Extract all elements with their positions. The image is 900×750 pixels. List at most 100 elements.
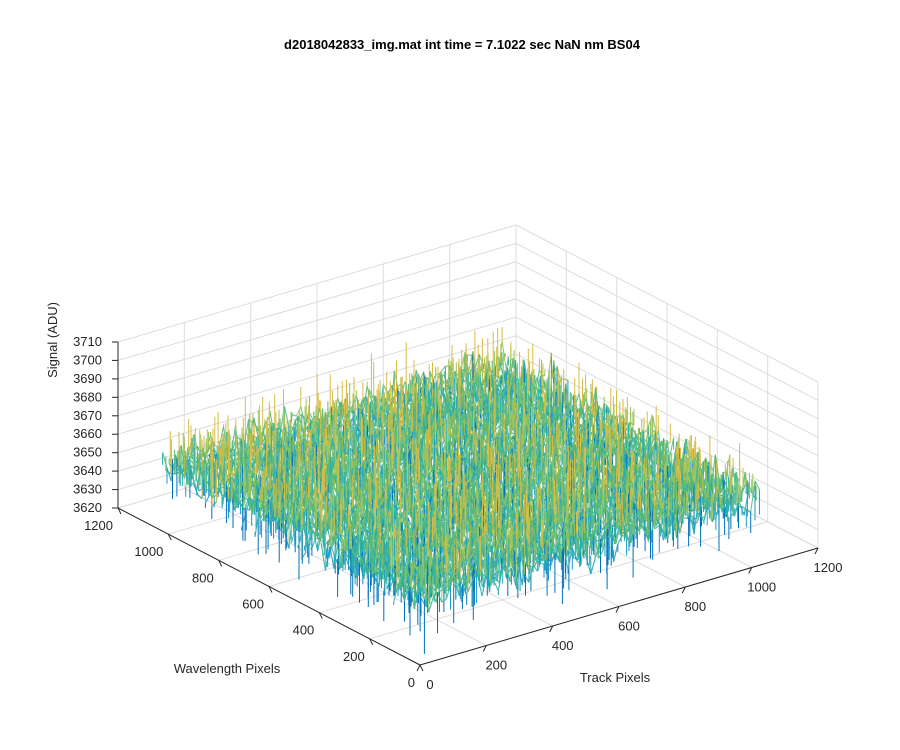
surface-mesh-line	[474, 438, 480, 441]
surface-mesh-line	[479, 398, 485, 401]
surface-mesh-line	[533, 388, 539, 392]
grid-line	[117, 279, 517, 398]
surface-mesh-line	[336, 401, 342, 419]
surface-mesh-line	[253, 486, 259, 501]
surface-mesh-line	[216, 474, 223, 496]
surface-mesh-line	[412, 418, 419, 447]
surface-mesh-line	[370, 401, 376, 406]
surface-mesh-line	[239, 496, 245, 504]
surface-mesh-line	[263, 498, 269, 513]
surface-mesh-line	[468, 433, 473, 436]
surface-mesh-line	[467, 351, 474, 374]
surface-mesh-line	[477, 375, 484, 400]
surface-mesh-line	[463, 368, 469, 374]
surface-mesh-line	[452, 437, 458, 441]
surface-mesh-line	[205, 443, 212, 455]
surface-mesh-line	[480, 419, 487, 446]
surface-mesh-line	[362, 386, 368, 415]
surface-mesh-line	[255, 455, 261, 468]
surface-mesh-line	[244, 507, 250, 511]
surface-mesh-line	[376, 430, 382, 435]
surface-mesh-line	[441, 408, 447, 411]
surface-mesh-line	[225, 476, 232, 483]
surface-mesh-line	[185, 459, 191, 488]
surface-mesh-line	[393, 370, 400, 392]
surface-mesh-line	[560, 411, 566, 418]
grid-line	[117, 224, 517, 343]
surface-mesh-line	[473, 375, 479, 394]
surface-mesh-line	[384, 393, 390, 415]
surface-mesh-line	[482, 404, 488, 408]
surface-mesh-line	[191, 474, 198, 490]
surface-mesh-line	[552, 365, 558, 379]
grid-line	[515, 261, 819, 420]
surface-mesh-line	[445, 385, 451, 407]
surface-mesh-line	[283, 406, 290, 426]
surface-mesh-line	[178, 456, 185, 484]
surface-mesh-line	[578, 408, 585, 422]
surface-mesh-line	[242, 485, 248, 508]
surface-mesh-line	[367, 458, 374, 484]
surface-mesh-line	[165, 470, 171, 474]
surface-mesh-line	[188, 482, 194, 487]
grid-line	[515, 353, 819, 512]
surface-mesh-line	[460, 352, 466, 371]
surface-mesh-line	[439, 372, 445, 377]
surface-mesh-line	[465, 381, 472, 393]
grid-line	[515, 298, 819, 457]
surface-mesh-line	[467, 354, 472, 356]
surface	[162, 327, 760, 654]
surface-mesh-line	[422, 410, 428, 424]
surface-mesh-line	[447, 401, 453, 415]
surface-mesh-line	[356, 437, 362, 450]
surface-mesh-line	[349, 409, 355, 412]
surface-mesh-line	[329, 443, 335, 455]
surface-mesh-line	[199, 452, 205, 456]
surface-mesh-line	[314, 446, 321, 462]
surface-mesh-line	[457, 446, 462, 449]
surface-mesh-line	[507, 374, 513, 398]
surface-mesh-line	[535, 375, 542, 398]
surface-mesh-line	[252, 422, 258, 428]
surface-mesh-line	[565, 404, 571, 411]
surface-mesh-line	[472, 410, 479, 430]
surface-mesh-line	[193, 434, 200, 458]
surface-mesh-line	[355, 463, 361, 467]
surface-mesh-line	[523, 427, 529, 454]
surface-mesh-line	[496, 405, 503, 417]
surface-mesh-line	[256, 456, 262, 475]
surface-mesh-line	[293, 416, 300, 434]
surface-mesh-line	[566, 402, 572, 407]
surface-mesh-line	[519, 382, 525, 403]
surface-mesh-line	[443, 401, 449, 417]
surface-mesh-line	[354, 407, 359, 411]
surface-mesh-line	[510, 358, 516, 361]
surface-mesh-line	[417, 373, 424, 386]
surface-mesh-line	[536, 419, 542, 425]
surface-mesh-line	[372, 404, 378, 411]
surface-mesh-line	[459, 421, 466, 437]
surface-mesh-line	[235, 465, 241, 472]
surface-mesh-line	[501, 341, 507, 371]
surface-mesh-line	[528, 392, 534, 420]
surface-mesh-line	[307, 465, 314, 482]
surface-mesh-line	[343, 460, 350, 473]
surface-mesh-line	[503, 396, 509, 402]
surface-mesh-line	[445, 409, 451, 414]
surface-mesh-line	[291, 436, 298, 452]
surface-mesh-line	[276, 438, 282, 443]
surface-mesh-line	[460, 392, 466, 396]
surface-mesh-line	[238, 500, 244, 508]
surface-mesh-line	[453, 445, 459, 454]
surface-mesh-line	[400, 457, 406, 474]
surface-mesh-line	[574, 408, 580, 419]
surface-mesh-line	[411, 434, 416, 437]
surface-mesh-line	[563, 378, 569, 381]
surface-mesh-line	[219, 466, 225, 485]
surface-mesh-line	[215, 464, 222, 502]
surface-mesh-line	[182, 468, 188, 473]
surface-mesh-line	[313, 427, 319, 437]
surface-mesh-line	[363, 458, 369, 467]
surface-mesh-line	[527, 403, 533, 408]
